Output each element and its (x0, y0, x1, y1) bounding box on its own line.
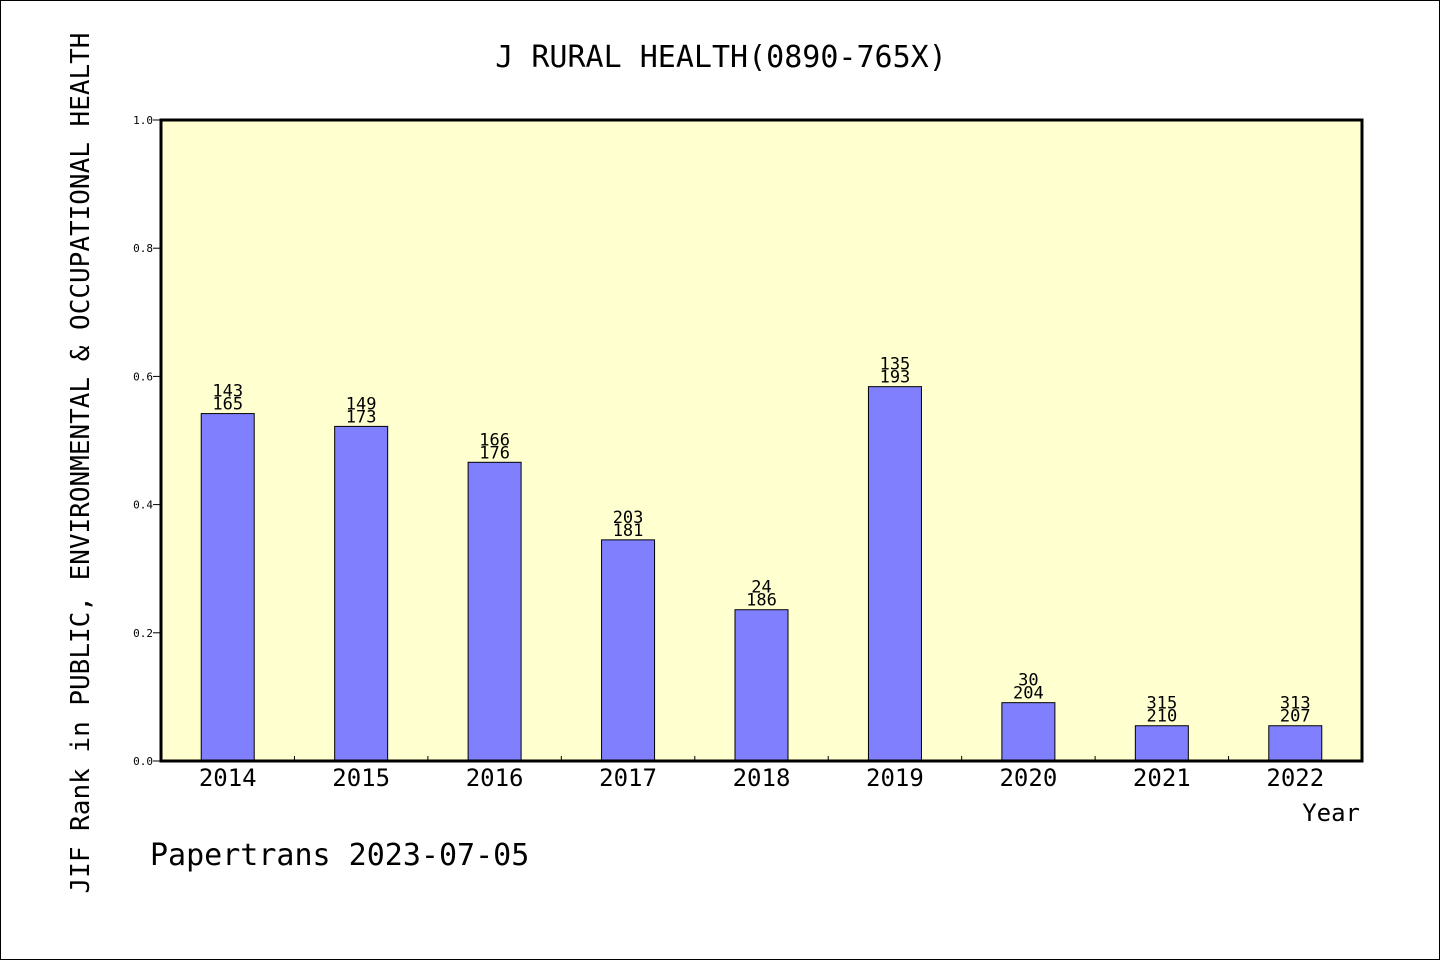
chart-title: J RURAL HEALTH(0890-765X) (495, 40, 947, 75)
y-tick-label-4: 0.8 (133, 242, 153, 255)
bar-label-top-2018: 24 (751, 578, 771, 598)
x-tick-label-2018: 2018 (733, 764, 791, 792)
footer-watermark: Papertrans 2023-07-05 (150, 838, 529, 873)
bar-label-top-2020: 30 (1018, 671, 1038, 691)
x-tick-label-2014: 2014 (199, 764, 257, 792)
bar-label-bottom-2020: 204 (1013, 684, 1044, 704)
y-tick-label-5: 1.0 (133, 114, 153, 127)
x-tick-label-2015: 2015 (332, 764, 390, 792)
bar-label-top-2022: 313 (1280, 694, 1311, 714)
bar-label-top-2021: 315 (1146, 694, 1177, 714)
bar-2016 (467, 461, 522, 762)
plot-border (159, 118, 1364, 763)
y-axis: 0.0 0.2 0.4 0.6 0.8 1.0 (133, 114, 161, 768)
bar-label-bottom-2015: 173 (346, 407, 377, 427)
bar-2014 (200, 413, 255, 762)
x-tick-label-2017: 2017 (599, 764, 657, 792)
x-axis: 2014 2015 2016 2017 2018 2019 2020 2021 2022 (199, 756, 1324, 792)
x-tick-label-2021: 2021 (1133, 764, 1191, 792)
bar-label-bottom-2022: 207 (1280, 707, 1311, 727)
y-tick-label-3: 0.6 (133, 370, 153, 383)
y-tick-label-1: 0.2 (133, 627, 153, 640)
bar-label-bottom-2021: 210 (1146, 707, 1177, 727)
bar-2021 (1134, 725, 1189, 762)
bar-label-bottom-2018: 186 (746, 591, 777, 611)
y-tick-label-2: 0.4 (133, 499, 153, 512)
x-tick-label-2022: 2022 (1266, 764, 1324, 792)
bar-label-bottom-2019: 193 (880, 368, 911, 388)
bar-2019 (867, 386, 922, 762)
bar-label-top-2019: 135 (880, 355, 911, 375)
bar-label-top-2016: 166 (479, 430, 510, 450)
x-tick-label-2019: 2019 (866, 764, 924, 792)
bar-label-bottom-2017: 181 (613, 521, 644, 541)
bar-2018 (734, 609, 789, 762)
bar-2020 (1001, 702, 1056, 762)
y-axis-title: JIF Rank in PUBLIC, ENVIRONMENTAL & OCCU… (66, 33, 96, 894)
bar-2017 (601, 539, 656, 762)
bar-label-top-2015: 149 (346, 394, 377, 414)
x-axis-title: Year (1302, 799, 1360, 827)
bars-group (200, 386, 1323, 762)
y-tick-label-0: 0.0 (133, 755, 153, 768)
bar-2022 (1268, 725, 1323, 762)
bar-label-bottom-2016: 176 (479, 443, 510, 463)
x-tick-label-2020: 2020 (999, 764, 1057, 792)
bar-label-bottom-2014: 165 (212, 395, 243, 415)
bar-label-top-2017: 203 (613, 508, 644, 528)
bar-2015 (334, 425, 389, 762)
x-tick-label-2016: 2016 (466, 764, 524, 792)
bar-label-top-2014: 143 (212, 382, 243, 402)
